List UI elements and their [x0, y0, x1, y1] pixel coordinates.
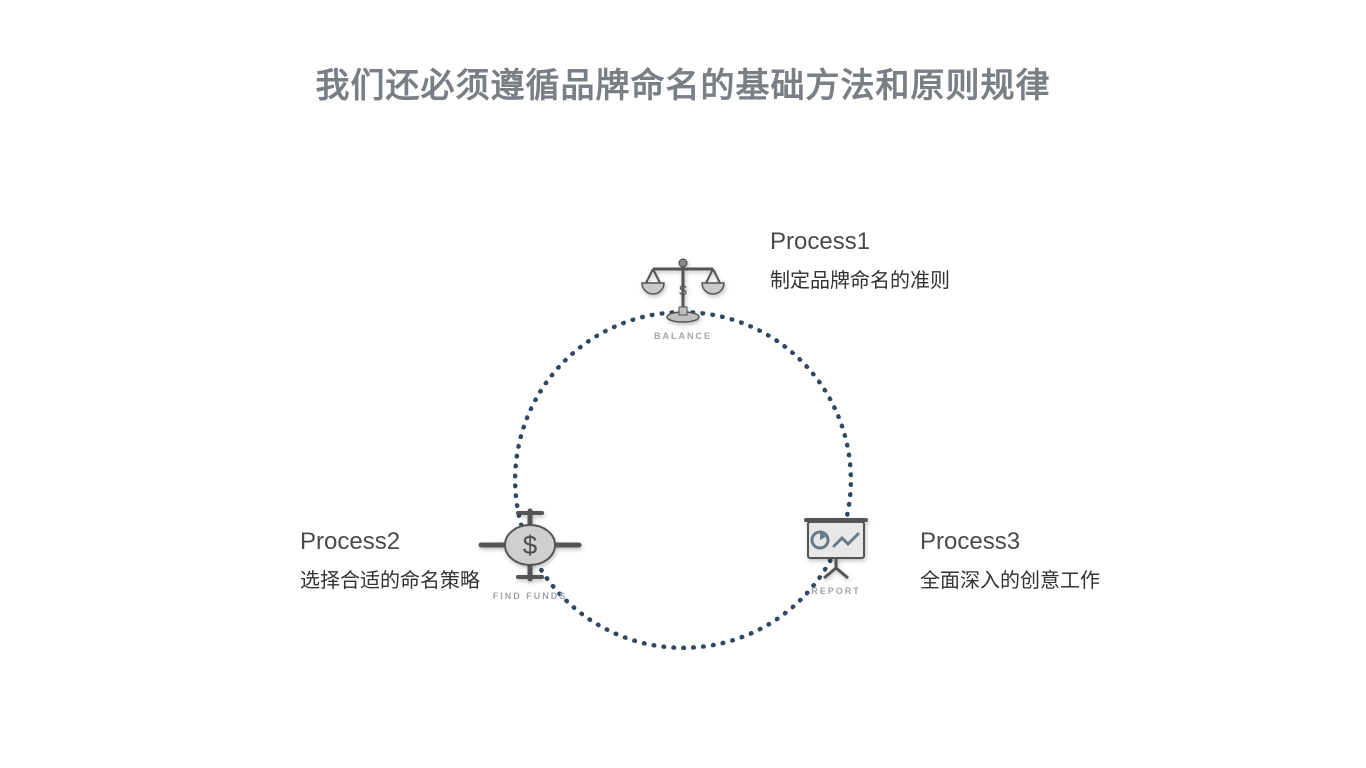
process3-desc: 全面深入的创意工作	[920, 564, 1100, 593]
node-balance: $ BALANCE	[623, 255, 743, 341]
report-caption: REPORT	[811, 586, 861, 596]
svg-text:$: $	[523, 530, 538, 560]
process1-desc: 制定品牌命名的准则	[770, 264, 950, 293]
balance-icon: $	[638, 255, 728, 325]
node-report: REPORT	[786, 510, 886, 596]
process1-title: Process1	[770, 228, 950, 256]
report-icon	[796, 510, 876, 580]
node-find-funds: $ FIND FUNDS	[465, 505, 595, 601]
find-funds-caption: FIND FUNDS	[493, 591, 568, 601]
label-process2: Process2 选择合适的命名策略	[300, 528, 480, 593]
process3-title: Process3	[920, 528, 1100, 556]
process2-desc: 选择合适的命名策略	[300, 564, 480, 593]
process-diagram: $ BALANCE $ FIND FUNDS	[0, 0, 1366, 768]
find-funds-icon: $	[475, 505, 585, 585]
label-process3: Process3 全面深入的创意工作	[920, 528, 1100, 593]
svg-text:$: $	[679, 282, 687, 298]
balance-caption: BALANCE	[654, 331, 712, 341]
label-process1: Process1 制定品牌命名的准则	[770, 228, 950, 293]
process2-title: Process2	[300, 528, 480, 556]
